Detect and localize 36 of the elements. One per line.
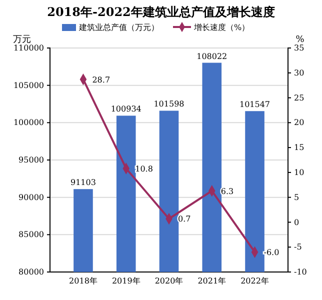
legend-label: 建筑业总产值（万元） (78, 23, 159, 32)
data-label: 28.7 (92, 75, 110, 84)
y2-tick-label: 25 (294, 93, 304, 102)
y2-tick-label: 30 (294, 68, 304, 78)
data-label: 100934 (110, 104, 142, 114)
y2-tick-label: 5 (294, 192, 300, 202)
y-tick-label: 85000 (18, 230, 44, 240)
data-label: 91103 (70, 178, 96, 188)
y-tick-label: 95000 (18, 156, 44, 165)
y-tick-label: 105000 (13, 80, 44, 90)
y2-tick-label: 10 (294, 168, 304, 178)
y-tick-label: 110000 (13, 44, 44, 53)
data-label: 108022 (196, 52, 228, 61)
y-tick-label: 80000 (18, 268, 44, 277)
y2-tick-label: 15 (294, 143, 304, 152)
data-label: 101547 (239, 100, 270, 110)
x-tick-label: 2022年 (240, 276, 269, 286)
chart-title: 2018年-2022年建筑业总产值及增长速度 (47, 5, 275, 19)
x-tick-label: 2019年 (112, 276, 140, 286)
x-tick-label: 2018年 (69, 276, 98, 286)
legend-label: 增长速度（%） (193, 23, 250, 32)
x-tick-label: 2021年 (198, 276, 226, 286)
y2-tick-label: 20 (294, 118, 304, 128)
data-label: 6.3 (220, 186, 234, 196)
y2-tick-label: 35 (294, 44, 304, 53)
x-tick-label: 2020年 (154, 276, 184, 286)
y2-tick-label: -10 (294, 268, 307, 277)
y2-tick-label: -5 (294, 242, 302, 252)
data-label: 101598 (154, 100, 184, 109)
data-label: 0.7 (178, 214, 191, 224)
y2-axis-title: % (296, 35, 305, 45)
y2-tick-label: 0 (294, 218, 300, 227)
y-tick-label: 100000 (13, 118, 44, 128)
data-label: 10.8 (135, 164, 153, 174)
y-tick-label: 90000 (18, 192, 44, 202)
y-axis-title: 万元 (13, 34, 31, 45)
